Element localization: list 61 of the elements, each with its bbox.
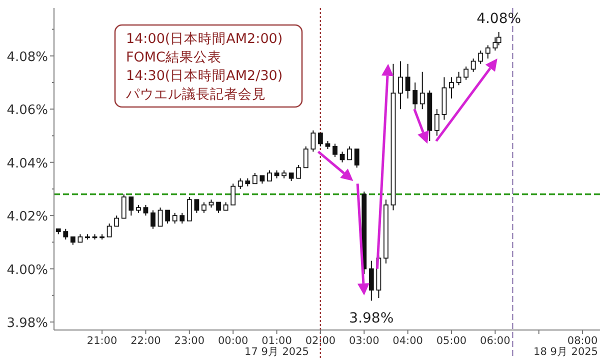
candlestick: [420, 71, 425, 110]
candlestick: [106, 223, 112, 238]
candlestick: [449, 76, 454, 99]
x-tick-label: 04:00: [392, 335, 423, 347]
candlestick: [202, 202, 206, 214]
candlestick: [485, 44, 490, 60]
candlestick: [310, 130, 316, 152]
y-tick-label: 4.08%: [6, 50, 48, 65]
candlestick: [456, 71, 462, 86]
candlestick: [296, 164, 302, 179]
x-tick-label: 03:00: [348, 335, 380, 347]
candlestick: [194, 199, 200, 214]
text: 18 9月 2025: [534, 346, 598, 358]
candlestick: [238, 178, 243, 190]
x-tick-label: 06:00: [480, 335, 510, 347]
candlestick: [405, 63, 410, 99]
candlestick: [121, 194, 126, 219]
candlestick: [332, 143, 338, 158]
candlestick: [63, 228, 68, 240]
candlestick: [368, 260, 374, 302]
candlestick: [398, 60, 403, 110]
candlestick: [180, 212, 185, 224]
y-tick-label: 3.98%: [6, 316, 48, 332]
y-tick-label: 4.06%: [6, 103, 48, 118]
x-tick-label: 22:00: [130, 335, 161, 347]
x-tick-label: 05:00: [436, 335, 467, 347]
x-tick-label: 01:00: [262, 335, 292, 347]
y-tick-label: 4.02%: [6, 210, 48, 225]
candlestick: [128, 196, 134, 216]
x-tick-label: 02:00: [305, 335, 336, 347]
candlestick: [186, 196, 192, 222]
y-tick-label: 4.04%: [6, 156, 48, 172]
x-tick-label: 00:00: [218, 335, 248, 347]
candlestick: [216, 202, 221, 214]
candlestick: [464, 66, 468, 80]
candlestick: [470, 58, 476, 72]
candlestick: [172, 212, 178, 224]
x-tick-label: 23:00: [174, 335, 205, 347]
candlestick: [340, 151, 345, 163]
candlestick: [347, 146, 352, 160]
x-tick-label: 21:00: [86, 335, 118, 347]
candlestick: [252, 172, 258, 184]
candlestick: [267, 170, 272, 182]
y-tick-label: 4.00%: [6, 262, 48, 278]
candlestick: [318, 132, 323, 147]
candlestick: [412, 82, 418, 110]
candlestick: [150, 210, 156, 230]
annotation: 4.08%: [476, 10, 522, 27]
candlestick: [143, 204, 148, 216]
candlestick: [114, 215, 120, 227]
candlestick: [478, 50, 484, 64]
candlestick: [158, 207, 163, 227]
candlestick: [230, 183, 236, 206]
candlestick: [303, 146, 308, 168]
candlestick: [434, 108, 440, 136]
annotation: 3.98%: [349, 310, 394, 327]
candlestick: [165, 210, 170, 224]
candlestick: [354, 148, 360, 168]
x-tick-label: 08:00: [567, 335, 598, 347]
text: 17 9月 2025: [244, 346, 309, 358]
annotation: 14:00(日本時間AM2:00) FOMC結果公表 14:30(日本時間AM2/30) パウエル議長記者会見: [125, 31, 283, 102]
